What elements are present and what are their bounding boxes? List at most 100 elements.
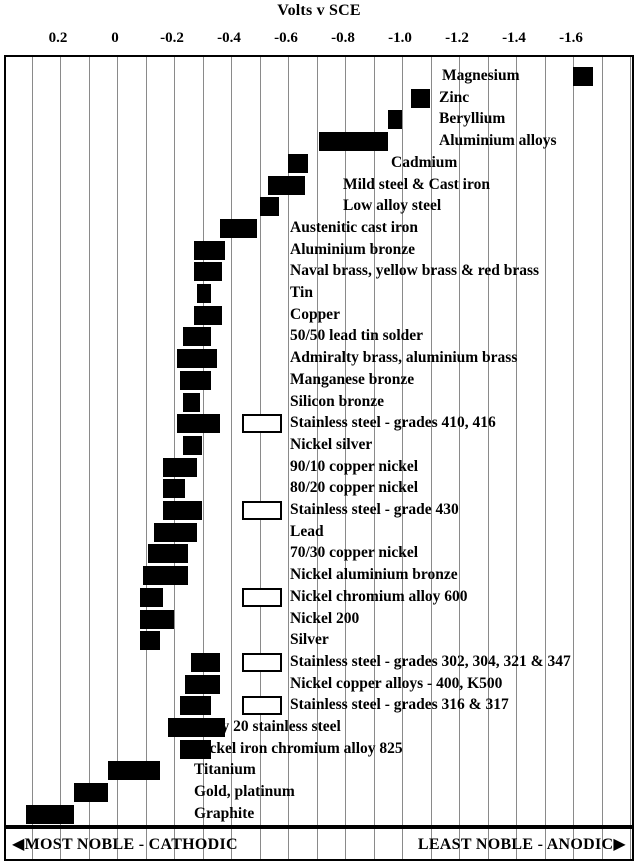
bar-label: Stainless steel - grades 302, 304, 321 &…: [290, 652, 571, 670]
bar-label: Nickel aluminium bronze: [290, 566, 458, 584]
axis-tick-neg0_6: -0.6: [274, 30, 298, 46]
bar-filled: [410, 88, 431, 108]
bar-filled: [139, 631, 160, 651]
bar-label: Zinc: [439, 88, 470, 106]
bar-label: Stainless steel - grades 410, 416: [290, 414, 496, 432]
bar-row: Nickel aluminium bronze: [6, 562, 632, 590]
axis-tick-0: 0: [111, 30, 119, 46]
bar-label: Naval brass, yellow brass & red brass: [290, 262, 540, 280]
bar-filled: [176, 414, 220, 434]
bar-filled: [179, 696, 212, 716]
bar-row: Nickel copper alloys - 400, K500: [6, 671, 632, 699]
gridline: [316, 57, 318, 825]
bar-filled: [191, 652, 220, 672]
right-arrow-icon: ▶: [613, 836, 626, 853]
gridline: [516, 829, 517, 859]
bar-hollow-passive: [242, 696, 282, 716]
bar-label: Austenitic cast iron: [290, 218, 419, 236]
bar-filled: [162, 501, 203, 520]
gridline: [402, 829, 403, 859]
bar-row: Zinc: [6, 85, 632, 113]
gridline: [288, 829, 289, 859]
bar-label: Alloy 20 stainless steel: [194, 718, 341, 735]
gridline: [345, 829, 346, 859]
gridline: [601, 57, 603, 825]
bar-row: Manganese bronze: [6, 367, 632, 395]
bar-label: Aluminium alloys: [439, 132, 557, 150]
gridline: [88, 57, 90, 825]
bar-filled: [193, 305, 223, 325]
gridline: [88, 829, 90, 859]
left-end-text: MOST NOBLE - CATHODIC: [24, 836, 238, 853]
bar-filled: [168, 718, 226, 737]
gridline: [174, 829, 175, 859]
axis-tick-neg0_2: -0.2: [160, 30, 184, 46]
bar-row: Austenitic cast iron: [6, 215, 632, 243]
gridline: [145, 829, 147, 859]
gridline: [31, 57, 33, 825]
bar-row: Tin: [6, 280, 632, 308]
bar-label: Admiralty brass, aluminium brass: [290, 349, 518, 367]
bar-row: 70/30 copper nickel: [6, 540, 632, 568]
bar-label: Silver: [290, 631, 329, 649]
gridline: [601, 829, 603, 859]
bar-row: Nickel chromium alloy 600: [6, 584, 632, 612]
gridline: [516, 57, 517, 825]
bar-label: Manganese bronze: [290, 370, 415, 388]
gridline: [459, 829, 460, 859]
gridline: [544, 829, 546, 859]
axis-tick-neg1_4: -1.4: [502, 30, 526, 46]
bar-row: Nickel 200: [6, 606, 632, 634]
x-axis-tick-labels: 0.2 0 -0.2 -0.4 -0.6 -0.8 -1.0 -1.2 -1.4 -1.6: [0, 30, 638, 52]
gridline: [202, 829, 204, 859]
bar-filled: [182, 392, 200, 412]
bar-label: Aluminium bronze: [290, 240, 416, 258]
axis-tick-neg0_4: -0.4: [217, 30, 241, 46]
least-noble-anodic-label: LEAST NOBLE - ANODIC▶: [418, 834, 626, 854]
gridline: [117, 829, 118, 859]
gridline: [373, 829, 375, 859]
bar-row: Copper: [6, 302, 632, 330]
gridline: [259, 829, 261, 859]
gridline: [573, 829, 574, 859]
bar-label: 50/50 lead tin solder: [290, 327, 424, 345]
bar-label: Stainless steel - grade 430: [290, 501, 459, 518]
bar-filled: [319, 132, 388, 152]
bar-filled: [193, 240, 226, 260]
bar-label: Nickel iron chromium alloy 825: [194, 739, 403, 757]
gridline: [430, 829, 432, 859]
bar-row: 50/50 lead tin solder: [6, 323, 632, 351]
bar-label: Beryllium: [439, 110, 506, 128]
bar-filled: [179, 370, 212, 390]
bar-row: Graphite: [6, 801, 632, 825]
bar-filled: [25, 804, 75, 824]
bar-filled: [154, 522, 197, 542]
bar-label: Titanium: [194, 761, 256, 779]
bar-label: Low alloy steel: [343, 197, 442, 215]
bar-label: Stainless steel - grades 316 & 317: [290, 696, 509, 714]
bar-row: Admiralty brass, aluminium brass: [6, 345, 632, 373]
bar-label: 70/30 copper nickel: [290, 544, 419, 562]
bar-filled: [268, 175, 306, 195]
bar-hollow-passive: [242, 501, 282, 520]
bar-row: Titanium: [6, 757, 632, 785]
bar-filled: [139, 609, 174, 629]
bar-row: Nickel iron chromium alloy 825: [6, 736, 632, 764]
bar-filled: [182, 435, 203, 455]
bar-filled: [259, 197, 280, 217]
bar-row: Stainless steel - grade 430: [6, 497, 632, 525]
gridline: [544, 57, 546, 825]
gridline: [117, 57, 118, 825]
bar-row: Nickel silver: [6, 432, 632, 460]
bar-hollow-passive: [242, 587, 282, 607]
gridline: [345, 57, 346, 825]
bar-label: Magnesium: [442, 67, 520, 84]
bar-row: Silver: [6, 627, 632, 655]
bar-row: Magnesium: [6, 63, 632, 91]
gridline: [259, 57, 261, 825]
bar-filled: [219, 218, 257, 238]
bar-label: Lead: [290, 522, 324, 540]
bar-row: Naval brass, yellow brass & red brass: [6, 258, 632, 286]
bar-hollow-passive: [242, 414, 282, 434]
